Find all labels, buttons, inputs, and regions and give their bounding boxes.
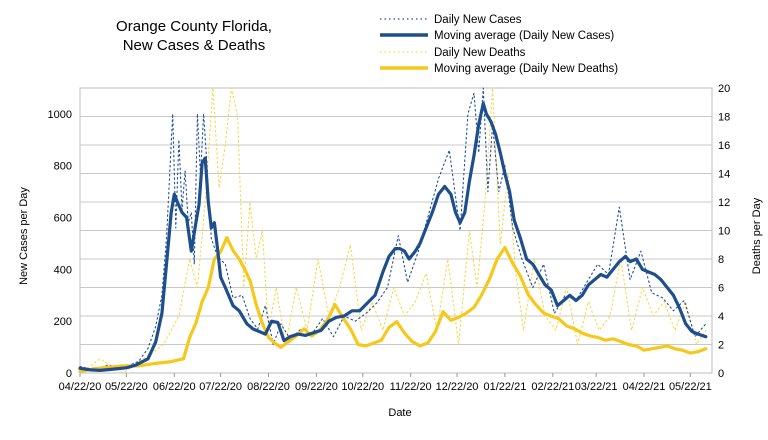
x-tick-label: 10/22/20 [341, 381, 384, 393]
x-tick-label: 07/22/20 [199, 381, 242, 393]
y-left-tick-label: 200 [54, 316, 72, 328]
plot-frame [79, 87, 713, 374]
y-right-tick-label: 14 [718, 169, 730, 181]
series-line-daily-new-deaths [79, 87, 707, 374]
chart-title-line-2: New Cases & Deaths [123, 37, 266, 54]
y-right-tick-label: 4 [718, 311, 724, 323]
x-tick-label: 12/22/20 [436, 381, 479, 393]
y-right-tick-label: 18 [718, 112, 730, 124]
tick-labels: 024681012141618200200400600800100004/22/… [48, 83, 731, 393]
y-right-tick-label: 6 [718, 283, 724, 295]
y-axis-right-label: Deaths per Day [751, 197, 763, 274]
y-right-tick-label: 20 [718, 83, 730, 95]
y-right-tick-label: 0 [718, 368, 724, 380]
y-right-tick-label: 8 [718, 254, 724, 266]
y-left-tick-label: 600 [54, 213, 72, 225]
legend-label-avg-deaths: Moving average (Daily New Deaths) [434, 63, 618, 75]
x-tick-label: 01/22/21 [484, 381, 527, 393]
x-axis-label: Date [388, 407, 411, 419]
x-tick-label: 05/22/20 [105, 381, 148, 393]
chart-title-line-1: Orange County Florida, [116, 18, 272, 35]
x-tick-label: 04/22/21 [623, 381, 666, 393]
series-line-moving-average-daily-new-cases [78, 101, 708, 372]
x-tick-label: 06/22/20 [153, 381, 196, 393]
legend-label-daily-deaths: Daily New Deaths [434, 47, 526, 59]
y-right-tick-label: 10 [718, 226, 730, 238]
legend-label-daily-cases: Daily New Cases [434, 14, 522, 26]
x-tick-label: 04/22/20 [59, 381, 102, 393]
y-left-tick-label: 800 [54, 161, 72, 173]
legend-label-avg-cases: Moving average (Daily New Cases) [434, 30, 614, 42]
y-right-tick-label: 2 [718, 340, 724, 352]
x-tick-label: 11/22/20 [390, 381, 432, 393]
y-left-tick-label: 1000 [48, 109, 72, 121]
x-tick-label: 05/22/21 [669, 381, 712, 393]
series-line-moving-average-daily-new-deaths [78, 236, 708, 374]
x-tick-label: 08/22/20 [247, 381, 290, 393]
legend: Daily New Cases Moving average (Daily Ne… [380, 14, 618, 75]
y-axis-left-label: New Cases per Day [18, 187, 30, 285]
y-right-tick-label: 16 [718, 140, 730, 152]
x-tick-label: 09/22/20 [295, 381, 338, 393]
series-layer [78, 87, 708, 374]
gridlines [80, 87, 712, 374]
y-left-tick-label: 0 [66, 368, 72, 380]
x-tick-label: 03/22/21 [575, 381, 618, 393]
x-tick-label: 02/22/21 [531, 381, 574, 393]
y-left-tick-label: 400 [54, 264, 72, 276]
series-line-daily-new-cases [79, 87, 707, 371]
y-right-tick-label: 12 [718, 197, 730, 209]
